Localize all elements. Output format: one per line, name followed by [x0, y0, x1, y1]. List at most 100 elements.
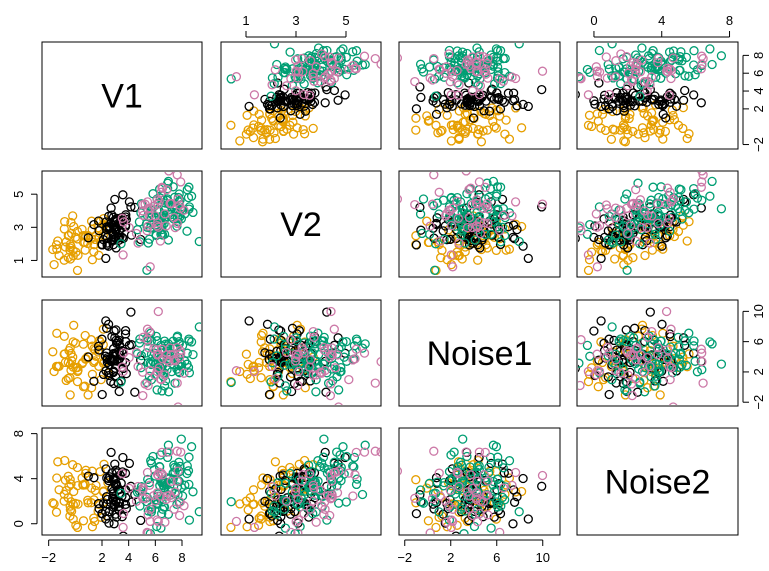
data-point [83, 233, 93, 243]
data-point [274, 93, 285, 103]
data-point [272, 59, 282, 70]
data-point [457, 47, 468, 57]
data-point [145, 516, 155, 527]
data-point [478, 51, 488, 62]
data-point [503, 88, 514, 98]
data-point [142, 335, 152, 345]
data-point [495, 111, 505, 121]
data-point [436, 252, 446, 263]
data-point [472, 517, 483, 527]
data-point [69, 486, 79, 497]
data-point [423, 516, 434, 526]
data-point [440, 496, 451, 506]
data-point [716, 359, 727, 369]
data-point [480, 495, 491, 506]
data-point [175, 497, 185, 507]
data-point [631, 236, 641, 246]
data-point [582, 64, 593, 75]
data-point [275, 471, 285, 481]
data-point [637, 43, 647, 53]
data-point [470, 235, 480, 245]
data-point [136, 350, 147, 361]
data-point [72, 462, 83, 473]
data-point [514, 507, 524, 517]
data-point [495, 46, 506, 56]
data-point [488, 59, 499, 70]
data-point [411, 125, 421, 135]
data-point [101, 253, 111, 264]
data-point [286, 527, 296, 534]
data-point [600, 100, 611, 111]
data-point [425, 221, 435, 231]
data-point [418, 498, 429, 508]
data-point [628, 210, 638, 220]
data-point [518, 99, 528, 110]
data-point [678, 102, 688, 113]
data-point [319, 434, 329, 444]
data-point [157, 447, 167, 458]
data-point [106, 203, 116, 213]
data-point [162, 491, 172, 501]
data-point [293, 67, 304, 77]
data-point [474, 461, 484, 471]
data-point [322, 515, 332, 525]
data-point [594, 220, 605, 231]
data-point [304, 362, 315, 372]
data-point [254, 109, 264, 119]
data-point [152, 336, 162, 346]
data-point [657, 241, 667, 251]
data-point [338, 442, 348, 452]
data-point [508, 220, 519, 230]
data-point [68, 211, 78, 221]
data-point [639, 387, 650, 397]
data-point [350, 470, 360, 480]
data-point [450, 54, 460, 64]
data-point [489, 232, 499, 242]
data-point [52, 328, 62, 338]
data-point [537, 481, 547, 491]
data-point [469, 521, 480, 532]
tick-label: 1 [242, 13, 249, 28]
data-point [329, 457, 339, 467]
data-point [293, 54, 303, 64]
data-point [662, 92, 672, 102]
data-point [322, 84, 332, 95]
data-point [509, 94, 520, 105]
data-point [73, 250, 83, 260]
data-point [561, 251, 569, 259]
data-point [653, 53, 663, 64]
data-point [182, 185, 192, 195]
data-point [669, 231, 680, 242]
data-point [480, 229, 491, 240]
data-point [417, 64, 427, 74]
data-point [601, 200, 611, 210]
data-point [427, 75, 438, 85]
data-point [322, 307, 332, 317]
data-point [473, 240, 483, 250]
data-point [440, 211, 451, 221]
data-point [583, 265, 594, 276]
data-point [652, 62, 663, 73]
data-point [411, 240, 422, 250]
data-point [604, 389, 614, 400]
data-point [108, 367, 119, 378]
data-point [436, 126, 446, 137]
data-point [681, 197, 692, 207]
data-point [611, 212, 621, 223]
data-point [308, 370, 318, 380]
data-point [429, 201, 439, 211]
data-point [241, 349, 252, 359]
data-point [665, 64, 675, 74]
data-point [173, 402, 183, 405]
data-point [254, 513, 264, 523]
data-point [610, 254, 620, 264]
data-point [677, 360, 687, 370]
data-point [136, 515, 146, 526]
data-point [376, 59, 380, 69]
data-point [592, 366, 603, 376]
data-point [72, 376, 83, 387]
data-point [500, 129, 510, 139]
data-point [188, 487, 198, 497]
data-point [495, 104, 506, 114]
data-point [696, 64, 706, 74]
